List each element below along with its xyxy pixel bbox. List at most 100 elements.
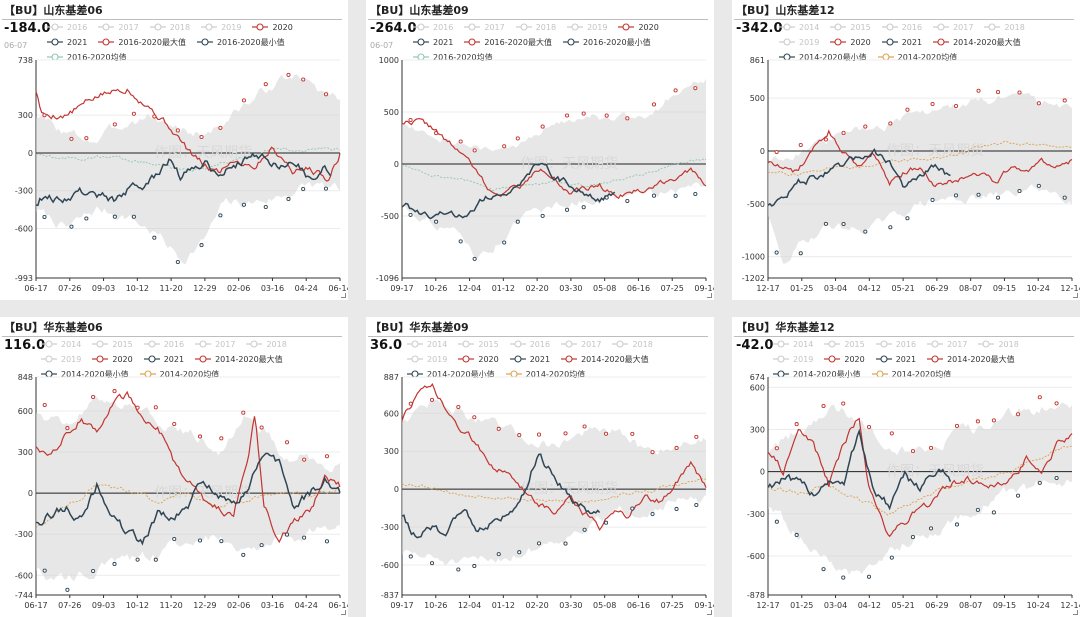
legend-item[interactable]: 2021 [412,36,453,48]
legend-label: 2015 [844,339,865,349]
legend-item[interactable]: 2014-2020最小值 [406,368,495,380]
legend-item[interactable]: 2020 [457,353,499,365]
max-marker [241,410,246,415]
x-tick-label: 06-14 [328,601,348,610]
legend-item[interactable]: 2015 [457,338,499,350]
legend-item[interactable]: 2021 [881,36,922,48]
legend-item[interactable]: 2017 [194,338,235,350]
legend-item[interactable]: 2016 [875,338,916,350]
max-marker [604,113,609,118]
min-marker [324,539,330,544]
legend-item[interactable]: 2014 [40,338,81,350]
legend-item[interactable]: 2018 [611,338,653,350]
max-min-band [402,399,706,566]
legend-item[interactable]: 2014-2020均值 [871,368,951,380]
legend-item[interactable]: 2014-2020最小值 [40,368,129,380]
legend-item[interactable]: 2015 [823,338,865,350]
legend-item[interactable]: 2018 [245,338,287,350]
legend-item[interactable]: 2018 [977,338,1019,350]
legend-item[interactable]: 2017 [560,338,601,350]
legend-marker-icon [201,23,218,31]
legend-item[interactable]: 2016-2020最大值 [97,36,186,48]
legend-label: 2016-2020最小值 [216,37,285,47]
legend-label: 2014-2020最小值 [799,52,867,62]
max-marker [625,116,630,121]
legend-item[interactable]: 2014-2020最大值 [560,353,649,365]
legend-label: 2014-2020最小值 [61,369,129,379]
legend-item[interactable]: 2018 [515,21,556,33]
x-tick-label: 01-12 [492,284,515,293]
legend-item[interactable]: 2015 [829,21,871,33]
legend-item[interactable]: 2016 [509,338,550,350]
legend-item[interactable]: 2016 [881,21,922,33]
legend-item[interactable]: 2021 [875,353,916,365]
resize-handle[interactable] [341,293,346,298]
legend-marker-icon [773,340,789,348]
legend-item[interactable]: 2016 [46,21,87,33]
legend-label: 2014 [799,22,820,32]
legend-item[interactable]: 2020 [617,21,659,33]
legend-label: 2017 [953,22,974,32]
legend-item[interactable]: 2017 [932,21,973,33]
chart-title: 【BU】山东基差12 [736,4,835,17]
legend-item[interactable]: 2016-2020最小值 [562,36,651,48]
legend-item[interactable]: 2016-2020最小值 [196,36,285,48]
resize-handle[interactable] [1073,610,1078,615]
min-marker [472,256,477,261]
legend-item[interactable]: 2019 [772,353,813,365]
resize-handle[interactable] [707,293,712,298]
legend-item[interactable]: 2014 [778,21,819,33]
legend-item[interactable]: 2014 [772,338,813,350]
legend-item[interactable]: 2021 [143,353,184,365]
legend-item[interactable]: 2016 [412,21,453,33]
y-tick-label: -837 [381,591,399,600]
legend-item[interactable]: 2021 [509,353,550,365]
max-marker [910,449,915,454]
max-marker [581,111,586,116]
min-marker [429,561,435,566]
series-2021-line [767,428,952,511]
min-marker [651,193,657,198]
max-marker [650,450,655,455]
legend-item[interactable]: 2014 [406,338,447,350]
legend-item[interactable]: 2017 [926,338,967,350]
legend-label: 2016-2020均值 [67,52,127,62]
legend-item[interactable]: 2020 [251,21,293,33]
legend-item[interactable]: 2014-2020最大值 [926,353,1015,365]
x-tick-label: 12-04 [458,284,481,293]
legend-item[interactable]: 2014-2020最大值 [194,353,283,365]
legend-item[interactable]: 2016-2020最大值 [463,36,552,48]
legend-item[interactable]: 2019 [566,21,607,33]
legend-item[interactable]: 2016 [143,338,184,350]
legend-item[interactable]: 2017 [97,21,139,33]
legend-label: 2020 [478,354,499,364]
legend-marker-icon [933,23,950,31]
legend-item[interactable]: 2020 [91,353,133,365]
legend-item[interactable]: 2017 [463,21,505,33]
min-marker [301,186,306,192]
legend-item[interactable]: 2020 [829,36,871,48]
y-tick-label: 861 [750,56,765,65]
legend-item[interactable]: 2019 [778,36,819,48]
legend-item[interactable]: 2018 [149,21,190,33]
legend-marker-icon [612,340,629,348]
min-marker [434,219,439,224]
legend-item[interactable]: 2014-2020最大值 [932,36,1021,48]
legend-item[interactable]: 2015 [91,338,133,350]
legend-item[interactable]: 2018 [983,21,1025,33]
legend-item[interactable]: 2020 [823,353,865,365]
legend-item[interactable]: 2016-2020均值 [46,51,127,63]
legend-item[interactable]: 2019 [406,353,447,365]
legend-item[interactable]: 2021 [46,36,87,48]
series-2021-line [401,162,616,220]
legend-label: 2018 [169,22,191,32]
max-marker [889,431,894,436]
series-average-line [401,478,707,504]
resize-handle[interactable] [341,610,346,615]
legend-item[interactable]: 2019 [40,353,81,365]
legend-item[interactable]: 2014-2020均值 [505,368,585,380]
legend-item[interactable]: 2019 [200,21,241,33]
resize-handle[interactable] [1073,293,1078,298]
y-tick-label: -600 [15,571,33,580]
resize-handle[interactable] [707,610,712,615]
